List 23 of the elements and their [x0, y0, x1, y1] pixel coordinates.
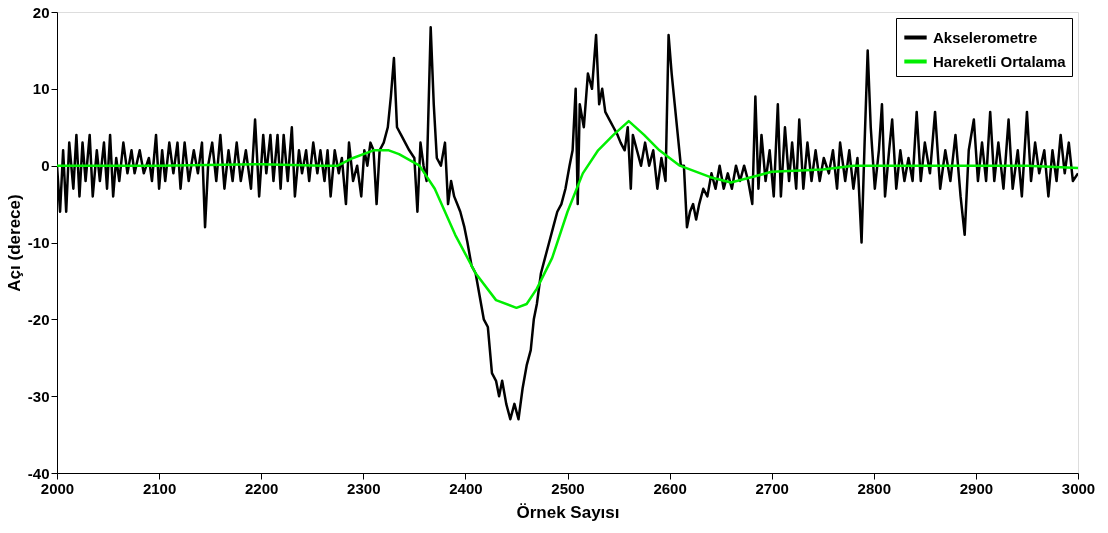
x-tick-label: 2000	[40, 479, 75, 497]
y-tick-label: -10	[27, 234, 50, 251]
line-series	[57, 119, 1078, 310]
x-tick-label: 2700	[755, 479, 789, 497]
x-tick-label: 2100	[142, 479, 177, 497]
y-axis-title: Açı (derece)	[4, 194, 24, 292]
x-tick-label: 2800	[857, 479, 891, 497]
legend-label: Hareketli Ortalama	[933, 52, 1067, 70]
x-tick-label: 3000	[1061, 479, 1096, 497]
y-tick-label: 10	[32, 80, 50, 98]
x-tick-label: 2600	[653, 479, 687, 497]
x-tick-label: 2900	[959, 479, 994, 497]
x-tick-label: 2200	[245, 479, 279, 497]
y-tick-label: 0	[41, 157, 50, 175]
legend-label: Akselerometre	[933, 28, 1038, 46]
y-tick-label: -30	[27, 387, 50, 405]
x-tick-label: 2400	[449, 479, 483, 497]
x-tick-label: 2300	[347, 479, 381, 497]
y-tick-label: 20	[32, 3, 50, 21]
y-tick-label: -20	[27, 310, 50, 328]
x-tick-label: 2500	[551, 479, 585, 497]
y-tick-label: -40	[27, 464, 50, 482]
x-axis-title: Örnek Sayısı	[516, 502, 620, 522]
